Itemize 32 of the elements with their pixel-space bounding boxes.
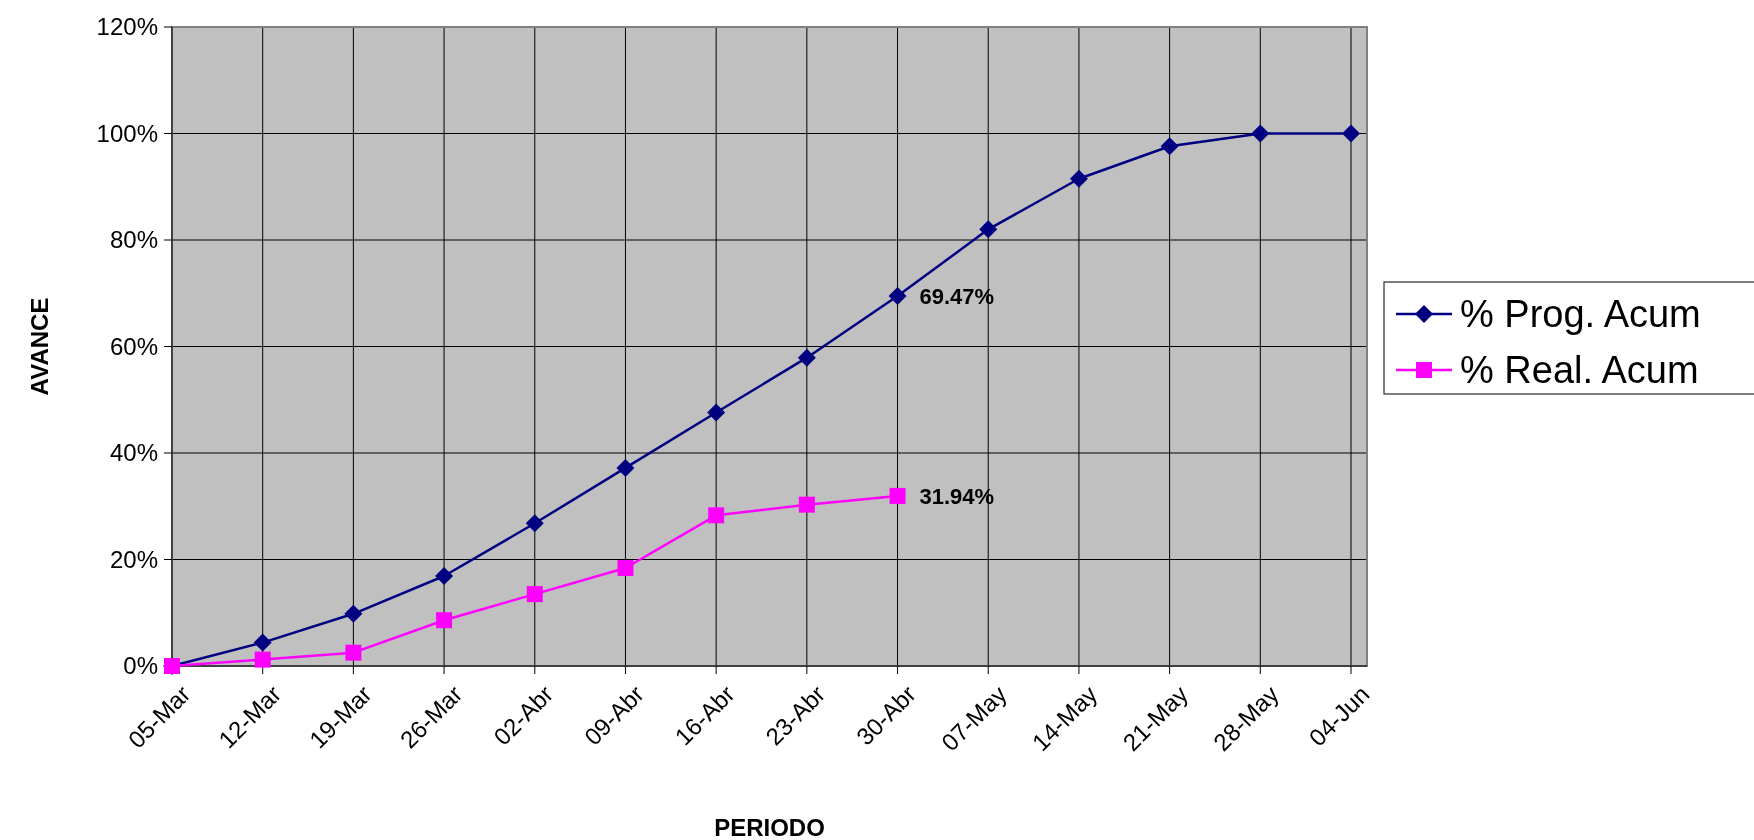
y-tick-label: 120% <box>96 13 158 41</box>
point <box>798 496 815 513</box>
point <box>979 220 998 239</box>
point <box>253 633 272 652</box>
point <box>616 458 635 477</box>
point <box>526 586 543 603</box>
y-tick-label: 60% <box>109 332 158 360</box>
point <box>1160 137 1179 156</box>
point <box>797 348 816 367</box>
point <box>435 567 454 586</box>
point <box>1251 124 1270 143</box>
point <box>1069 169 1088 188</box>
point <box>707 403 726 422</box>
y-tick-label: 80% <box>109 226 158 254</box>
point <box>708 507 725 524</box>
legend-label: % Prog. Acum <box>1460 293 1701 336</box>
point <box>1342 124 1360 143</box>
y-axis-title: AVANCE <box>26 297 53 396</box>
point <box>436 612 453 629</box>
y-tick-label: 0% <box>123 652 158 680</box>
point <box>345 644 362 661</box>
y-tick-label: 40% <box>109 439 158 467</box>
y-tick-label: 20% <box>109 545 158 573</box>
point <box>889 487 906 504</box>
point <box>344 604 363 623</box>
x-axis-title: PERIODO <box>714 814 825 840</box>
point <box>254 651 271 668</box>
legend-label: % Real. Acum <box>1460 349 1699 392</box>
y-tick-label: 100% <box>96 119 158 147</box>
point <box>525 514 544 533</box>
point <box>888 287 907 306</box>
point <box>617 560 634 577</box>
